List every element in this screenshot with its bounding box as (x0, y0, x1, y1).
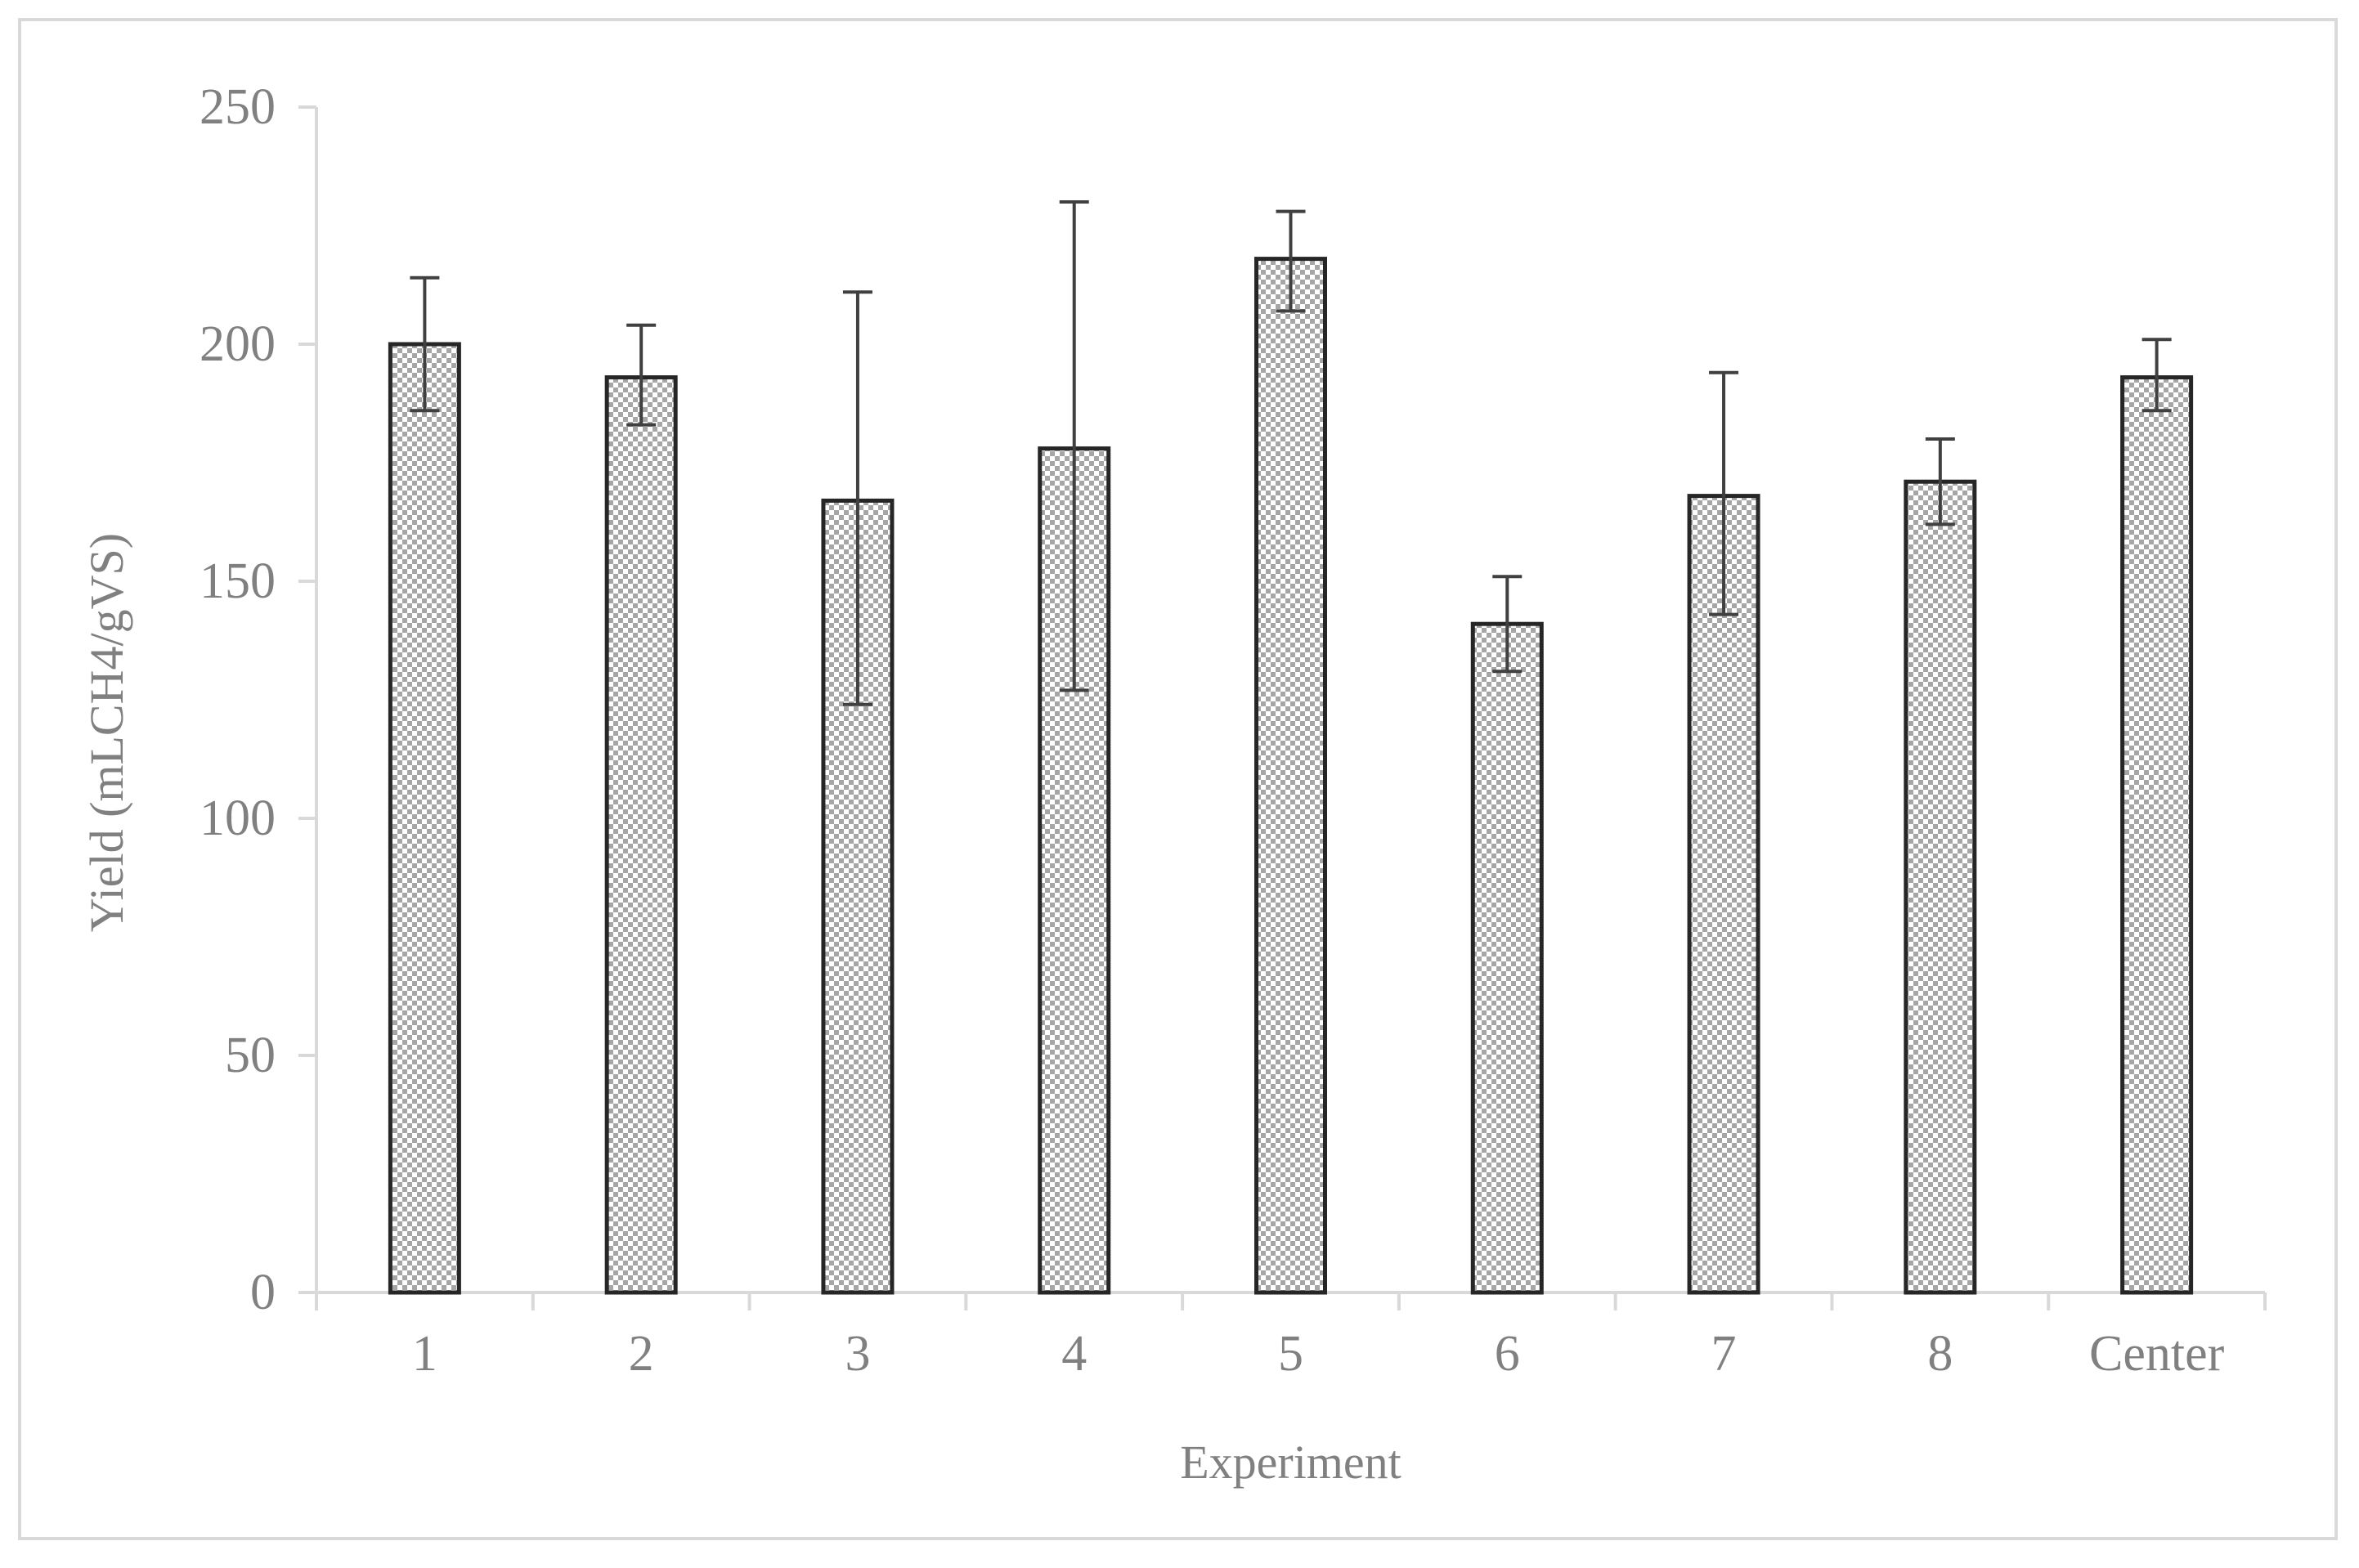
bar-8 (1904, 479, 1977, 1295)
x-tick-label: 1 (412, 1326, 437, 1382)
error-bar-6 (1492, 575, 1523, 674)
y-tick-label: 200 (200, 316, 276, 372)
y-tick-label: 150 (200, 553, 276, 609)
bars-layer (388, 257, 2194, 1295)
bar-5 (1254, 257, 1327, 1295)
x-tick-label: 7 (1711, 1326, 1737, 1382)
x-tick-label: 6 (1495, 1326, 1520, 1382)
y-tick-label: 0 (250, 1265, 276, 1320)
error-bar-1 (410, 276, 440, 413)
x-tick-label: 8 (1927, 1326, 1953, 1382)
bar-center (2120, 375, 2194, 1295)
y-tick-label: 50 (225, 1028, 276, 1083)
error-bars-layer (410, 200, 2172, 706)
y-tick-label: 100 (200, 791, 276, 846)
x-tick-label: 3 (845, 1326, 870, 1382)
x-tick-label: Center (2089, 1326, 2225, 1382)
error-bar-3 (842, 290, 872, 706)
error-bar-2 (626, 323, 657, 427)
y-tick-label: 250 (200, 79, 276, 135)
bar-6 (1470, 621, 1544, 1295)
bar-2 (604, 375, 678, 1295)
error-bar-8 (1925, 437, 1955, 526)
y-axis-title: Yield (mLCH4/gVS) (80, 533, 133, 932)
x-tick-label: 5 (1278, 1326, 1303, 1382)
labels-layer: 0 50 100 150 200 250 1 2 3 4 5 6 7 8 Center (200, 79, 2225, 1382)
x-tick-label: 4 (1061, 1326, 1087, 1382)
error-bar-7 (1709, 370, 1739, 616)
error-bar-center (2141, 338, 2172, 413)
x-axis-title: Experiment (1180, 1436, 1401, 1489)
error-bar-5 (1276, 209, 1306, 313)
bar-1 (388, 342, 461, 1295)
error-bar-4 (1059, 200, 1089, 692)
x-tick-label: 2 (629, 1326, 654, 1382)
